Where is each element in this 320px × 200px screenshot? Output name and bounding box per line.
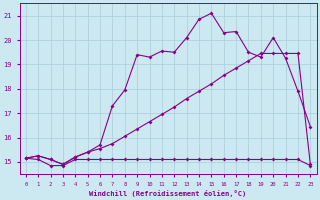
X-axis label: Windchill (Refroidissement éolien,°C): Windchill (Refroidissement éolien,°C)	[90, 190, 247, 197]
